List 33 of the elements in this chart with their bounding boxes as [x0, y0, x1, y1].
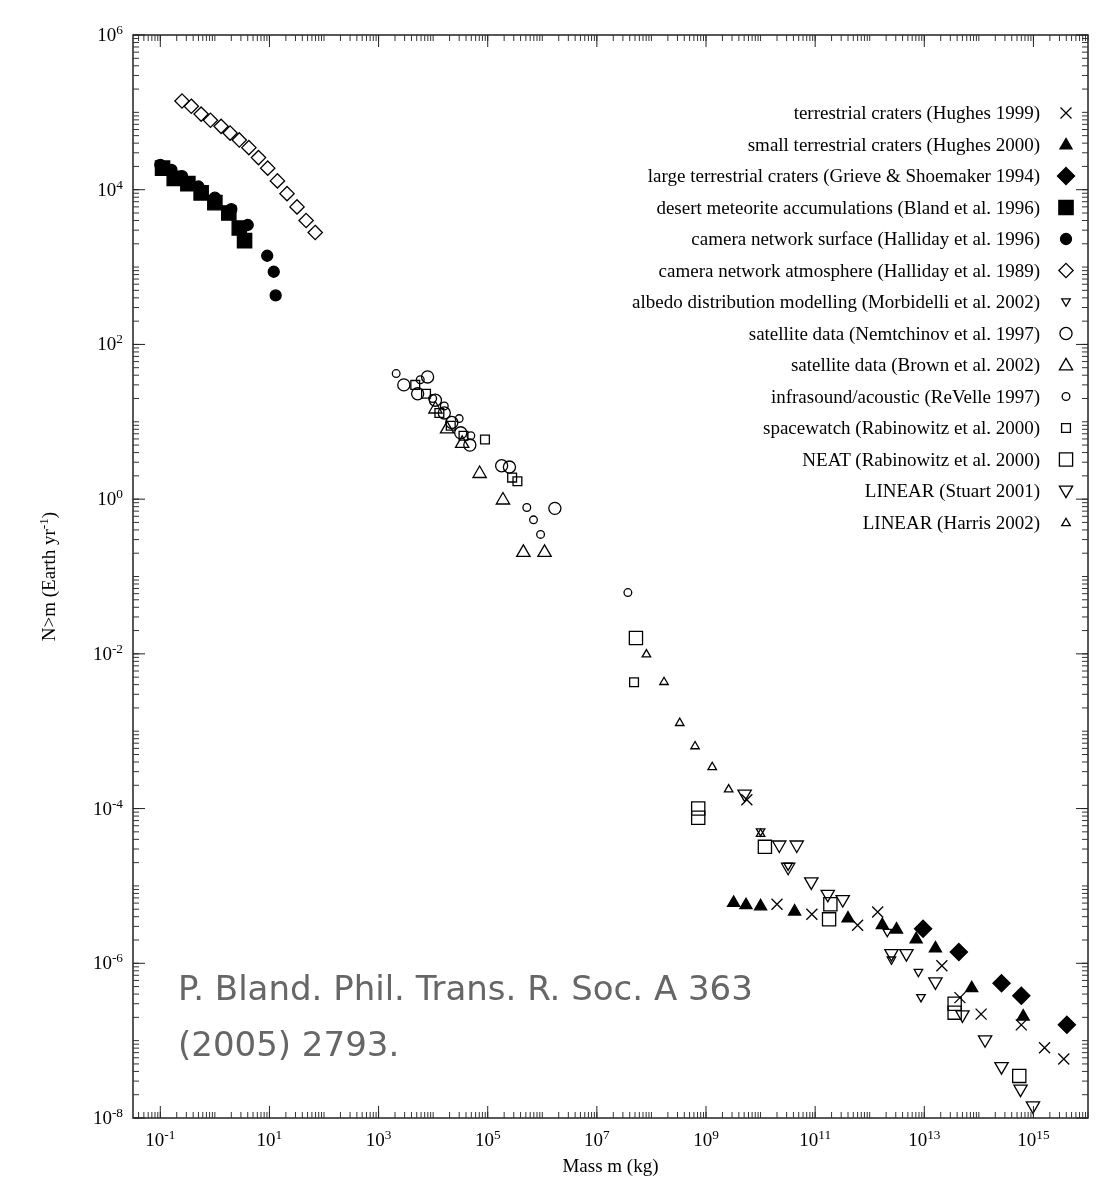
legend-label: NEAT (Rabinowitz et al. 2000) [802, 448, 1040, 471]
legend-label: satellite data (Nemtchinov et al. 1997) [748, 322, 1040, 345]
x-tick-label: 10$^{3}$ [365, 1126, 392, 1150]
x-tick-label: 10$^{5}$ [474, 1126, 501, 1150]
legend-label: LINEAR (Stuart 2001) [864, 480, 1040, 502]
x-tick-label: 10$^{13}$ [908, 1126, 941, 1150]
y-tick-label: 10$^{-4}$ [92, 795, 124, 819]
y-tick-label: 10$^{4}$ [97, 176, 124, 200]
y-tick-label: 10$^{0}$ [97, 485, 124, 510]
y-tick-label: 10$^{6}$ [97, 21, 124, 45]
x-axis-title: Mass m (kg) [562, 1155, 659, 1177]
legend-label: LINEAR (Harris 2002) [862, 511, 1040, 534]
x-tick-label: 10$^{7}$ [584, 1126, 611, 1150]
legend-label: satellite data (Brown et al. 2002) [790, 354, 1040, 376]
y-tick-label: 10$^{-2}$ [92, 640, 123, 664]
x-tick-label: 10$^{11}$ [799, 1126, 832, 1150]
x-tick-label: 10$^{15}$ [1017, 1126, 1050, 1150]
legend-label: camera network surface (Halliday et al. 1996) [691, 228, 1040, 250]
legend-label: large terrestrial craters (Grieve & Shoemaker 1994) [647, 165, 1040, 187]
x-tick-label: 10$^{1}$ [256, 1126, 283, 1150]
legend-label: infrasound/acoustic (ReVelle 1997) [770, 385, 1040, 408]
legend-label: spacewatch (Rabinowitz et al. 2000) [763, 417, 1040, 439]
legend-label: albedo distribution modelling (Morbidelli et al. 2002) [632, 291, 1040, 313]
legend-label: camera network atmosphere (Halliday et al. 1989) [658, 259, 1040, 282]
legend-label: desert meteorite accumulations (Bland et al. 1996) [656, 196, 1040, 219]
y-tick-label: 10$^{-6}$ [92, 949, 124, 974]
legend-label: terrestrial craters (Hughes 1999) [793, 102, 1040, 124]
y-tick-label: 10$^{-8}$ [92, 1104, 124, 1128]
annotation: P. Bland. Phil. Trans. R. Soc. A 363 (2005) 2793. [178, 968, 753, 1064]
legend-label: small terrestrial craters (Hughes 2000) [747, 133, 1040, 156]
x-tick-label: 10$^{9}$ [693, 1126, 720, 1150]
x-tick-label: 10$^{-1}$ [145, 1126, 176, 1150]
y-tick-label: 10$^{2}$ [97, 330, 123, 355]
